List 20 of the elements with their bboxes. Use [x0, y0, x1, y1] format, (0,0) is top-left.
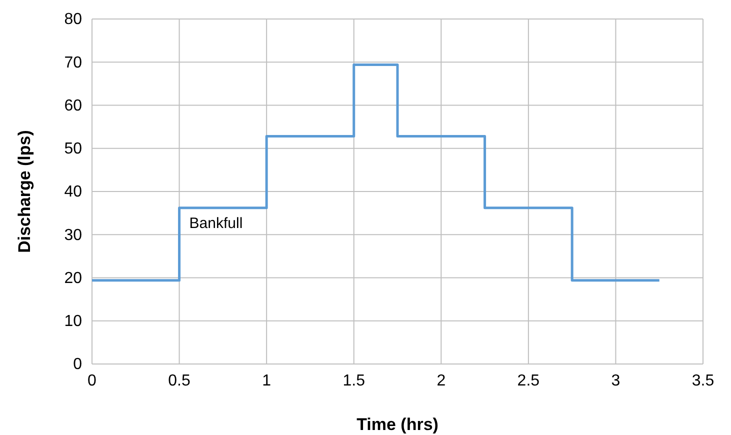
y-tick-label: 50 — [64, 140, 82, 158]
x-tick-label: 3 — [611, 372, 620, 390]
x-tick-label: 3.5 — [692, 372, 714, 390]
y-tick-label: 40 — [64, 184, 82, 201]
x-tick-label: 0.5 — [168, 372, 191, 390]
x-tick-label: 1.5 — [342, 372, 366, 390]
y-tick-label: 30 — [64, 226, 82, 244]
x-tick-label: 2 — [436, 372, 446, 390]
x-tick-label: 2.5 — [517, 372, 540, 390]
y-tick-label: 80 — [64, 11, 82, 28]
x-tick-label: 0 — [88, 372, 97, 390]
y-tick-label: 0 — [73, 356, 82, 374]
y-tick-label: 10 — [64, 312, 82, 330]
y-axis-title: Discharge (lps) — [15, 130, 34, 253]
y-tick-label: 60 — [64, 97, 82, 114]
y-tick-label: 70 — [64, 54, 82, 72]
y-tick-label: 20 — [64, 270, 82, 287]
annotation: Bankfull — [189, 214, 243, 232]
x-axis-title: Time (hrs) — [356, 415, 438, 434]
x-tick-label: 1 — [262, 372, 272, 390]
